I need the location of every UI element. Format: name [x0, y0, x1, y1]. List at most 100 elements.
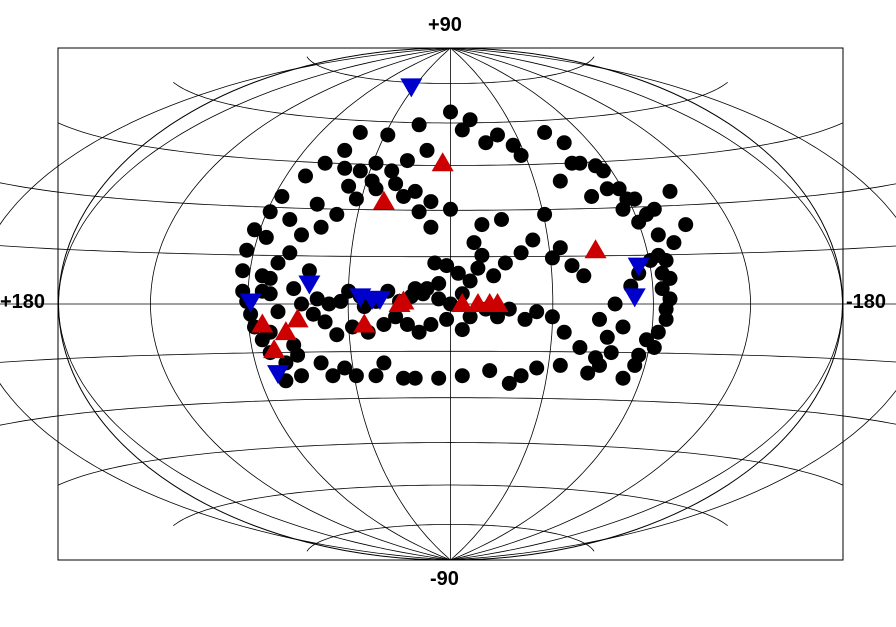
data-point-circle	[259, 230, 274, 245]
data-point-circle	[588, 350, 603, 365]
data-point-circle	[572, 340, 587, 355]
data-point-circle	[482, 363, 497, 378]
data-point-circle	[420, 143, 435, 158]
data-point-circle	[443, 105, 458, 120]
axis-label-left: +180	[0, 291, 45, 314]
data-point-circle	[537, 125, 552, 140]
data-point-circle	[412, 117, 427, 132]
data-point-circle	[470, 261, 485, 276]
data-point-circle	[388, 176, 403, 191]
data-point-circle	[588, 158, 603, 173]
data-point-circle	[651, 227, 666, 242]
data-point-circle	[608, 297, 623, 312]
data-point-circle	[537, 207, 552, 222]
data-point-circle	[600, 330, 615, 345]
data-point-circle	[286, 281, 301, 296]
data-point-circle	[651, 325, 666, 340]
data-point-circle	[408, 281, 423, 296]
data-point-circle	[576, 268, 591, 283]
data-point-circle	[525, 233, 540, 248]
data-point-circle	[514, 245, 529, 260]
data-point-circle	[298, 169, 313, 184]
data-point-circle	[647, 202, 662, 217]
data-point-circle	[329, 327, 344, 342]
data-point-circle	[353, 125, 368, 140]
data-point-circle	[631, 215, 646, 230]
data-point-circle	[455, 322, 470, 337]
data-point-circle	[486, 268, 501, 283]
data-point-circle	[369, 368, 384, 383]
data-point-circle	[294, 297, 309, 312]
data-point-circle	[396, 189, 411, 204]
data-point-circle	[565, 258, 580, 273]
data-point-circle	[329, 207, 344, 222]
data-point-circle	[423, 220, 438, 235]
data-point-circle	[337, 361, 352, 376]
data-point-circle	[341, 179, 356, 194]
axis-label-bottom: -90	[430, 568, 459, 591]
data-point-circle	[365, 174, 380, 189]
data-point-circle	[666, 235, 681, 250]
data-point-circle	[408, 371, 423, 386]
data-point-circle	[427, 256, 442, 271]
data-point-circle	[455, 122, 470, 137]
axis-label-top: +90	[428, 14, 462, 37]
data-point-circle	[431, 371, 446, 386]
data-point-circle	[616, 320, 631, 335]
data-point-circle	[584, 189, 599, 204]
data-point-circle	[616, 202, 631, 217]
data-point-circle	[455, 368, 470, 383]
data-point-circle	[592, 312, 607, 327]
data-point-circle	[474, 217, 489, 232]
data-point-circle	[369, 156, 384, 171]
data-point-circle	[349, 192, 364, 207]
data-point-circle	[282, 245, 297, 260]
data-point-circle	[557, 135, 572, 150]
data-point-circle	[282, 212, 297, 227]
data-point-circle	[337, 143, 352, 158]
data-point-circle	[553, 174, 568, 189]
data-point-circle	[545, 309, 560, 324]
data-point-circle	[235, 263, 250, 278]
data-point-circle	[663, 184, 678, 199]
data-point-circle	[380, 128, 395, 143]
data-point-circle	[529, 361, 544, 376]
data-point-circle	[263, 271, 278, 286]
data-point-circle	[553, 240, 568, 255]
data-point-circle	[663, 291, 678, 306]
data-point-circle	[678, 217, 693, 232]
data-point-circle	[494, 212, 509, 227]
data-point-circle	[514, 148, 529, 163]
data-point-circle	[239, 243, 254, 258]
data-point-circle	[412, 204, 427, 219]
data-point-circle	[310, 197, 325, 212]
data-point-circle	[423, 194, 438, 209]
data-point-circle	[263, 204, 278, 219]
data-point-circle	[318, 156, 333, 171]
data-point-circle	[384, 163, 399, 178]
data-point-circle	[553, 358, 568, 373]
data-point-circle	[294, 227, 309, 242]
data-point-circle	[514, 368, 529, 383]
data-point-circle	[274, 189, 289, 204]
data-point-circle	[659, 312, 674, 327]
data-point-circle	[557, 325, 572, 340]
data-point-circle	[314, 220, 329, 235]
data-point-circle	[518, 312, 533, 327]
data-point-circle	[565, 156, 580, 171]
data-point-circle	[647, 340, 662, 355]
data-point-circle	[498, 256, 513, 271]
data-point-circle	[337, 161, 352, 176]
data-point-circle	[271, 256, 286, 271]
data-point-circle	[400, 153, 415, 168]
data-point-circle	[376, 317, 391, 332]
data-point-circle	[376, 355, 391, 370]
data-point-circle	[314, 355, 329, 370]
data-point-circle	[443, 202, 458, 217]
data-point-circle	[439, 312, 454, 327]
data-point-circle	[600, 181, 615, 196]
data-point-circle	[271, 304, 286, 319]
data-point-circle	[467, 235, 482, 250]
